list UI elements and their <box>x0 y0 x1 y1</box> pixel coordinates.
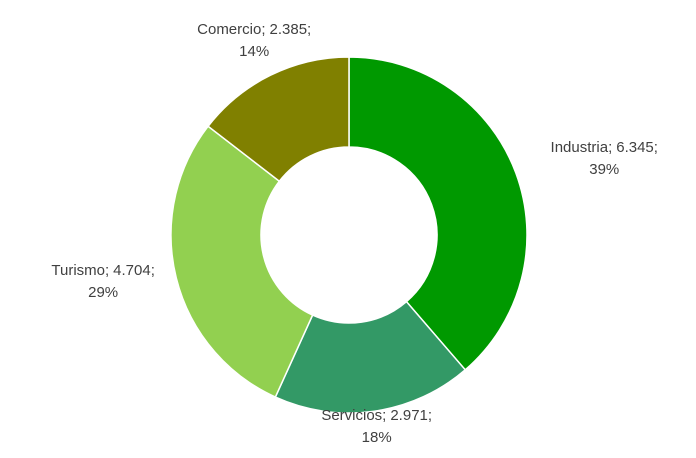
label-percent: 14% <box>239 43 269 60</box>
data-label: Servicios;2.971; <box>321 407 432 424</box>
percent-label: 39% <box>589 161 619 178</box>
percent-label: 14% <box>239 43 269 60</box>
label-value: 6.345; <box>616 139 658 156</box>
label-category: Comercio; <box>197 21 265 38</box>
chart: Industria;6.345; 39% Servicios;2.971; 18% Tu… <box>0 0 696 458</box>
data-label: Turismo;4.704; <box>51 262 155 279</box>
label-value: 2.385; <box>270 21 312 38</box>
label-percent: 18% <box>362 429 392 446</box>
label-category: Industria; <box>551 139 613 156</box>
label-category: Servicios; <box>321 407 386 424</box>
label-percent: 39% <box>589 161 619 178</box>
label-percent: 29% <box>88 284 118 301</box>
page: Industria;6.345; 39% Servicios;2.971; 18% Tu… <box>0 0 696 458</box>
percent-label: 29% <box>88 284 118 301</box>
data-label: Comercio; 2.385; <box>197 21 311 38</box>
percent-label: 18% <box>362 429 392 446</box>
label-category: Turismo; <box>51 262 109 279</box>
label-value: 4.704; <box>113 262 155 279</box>
data-label: Industria;6.345; <box>551 139 658 156</box>
label-value: 2.971; <box>390 407 432 424</box>
